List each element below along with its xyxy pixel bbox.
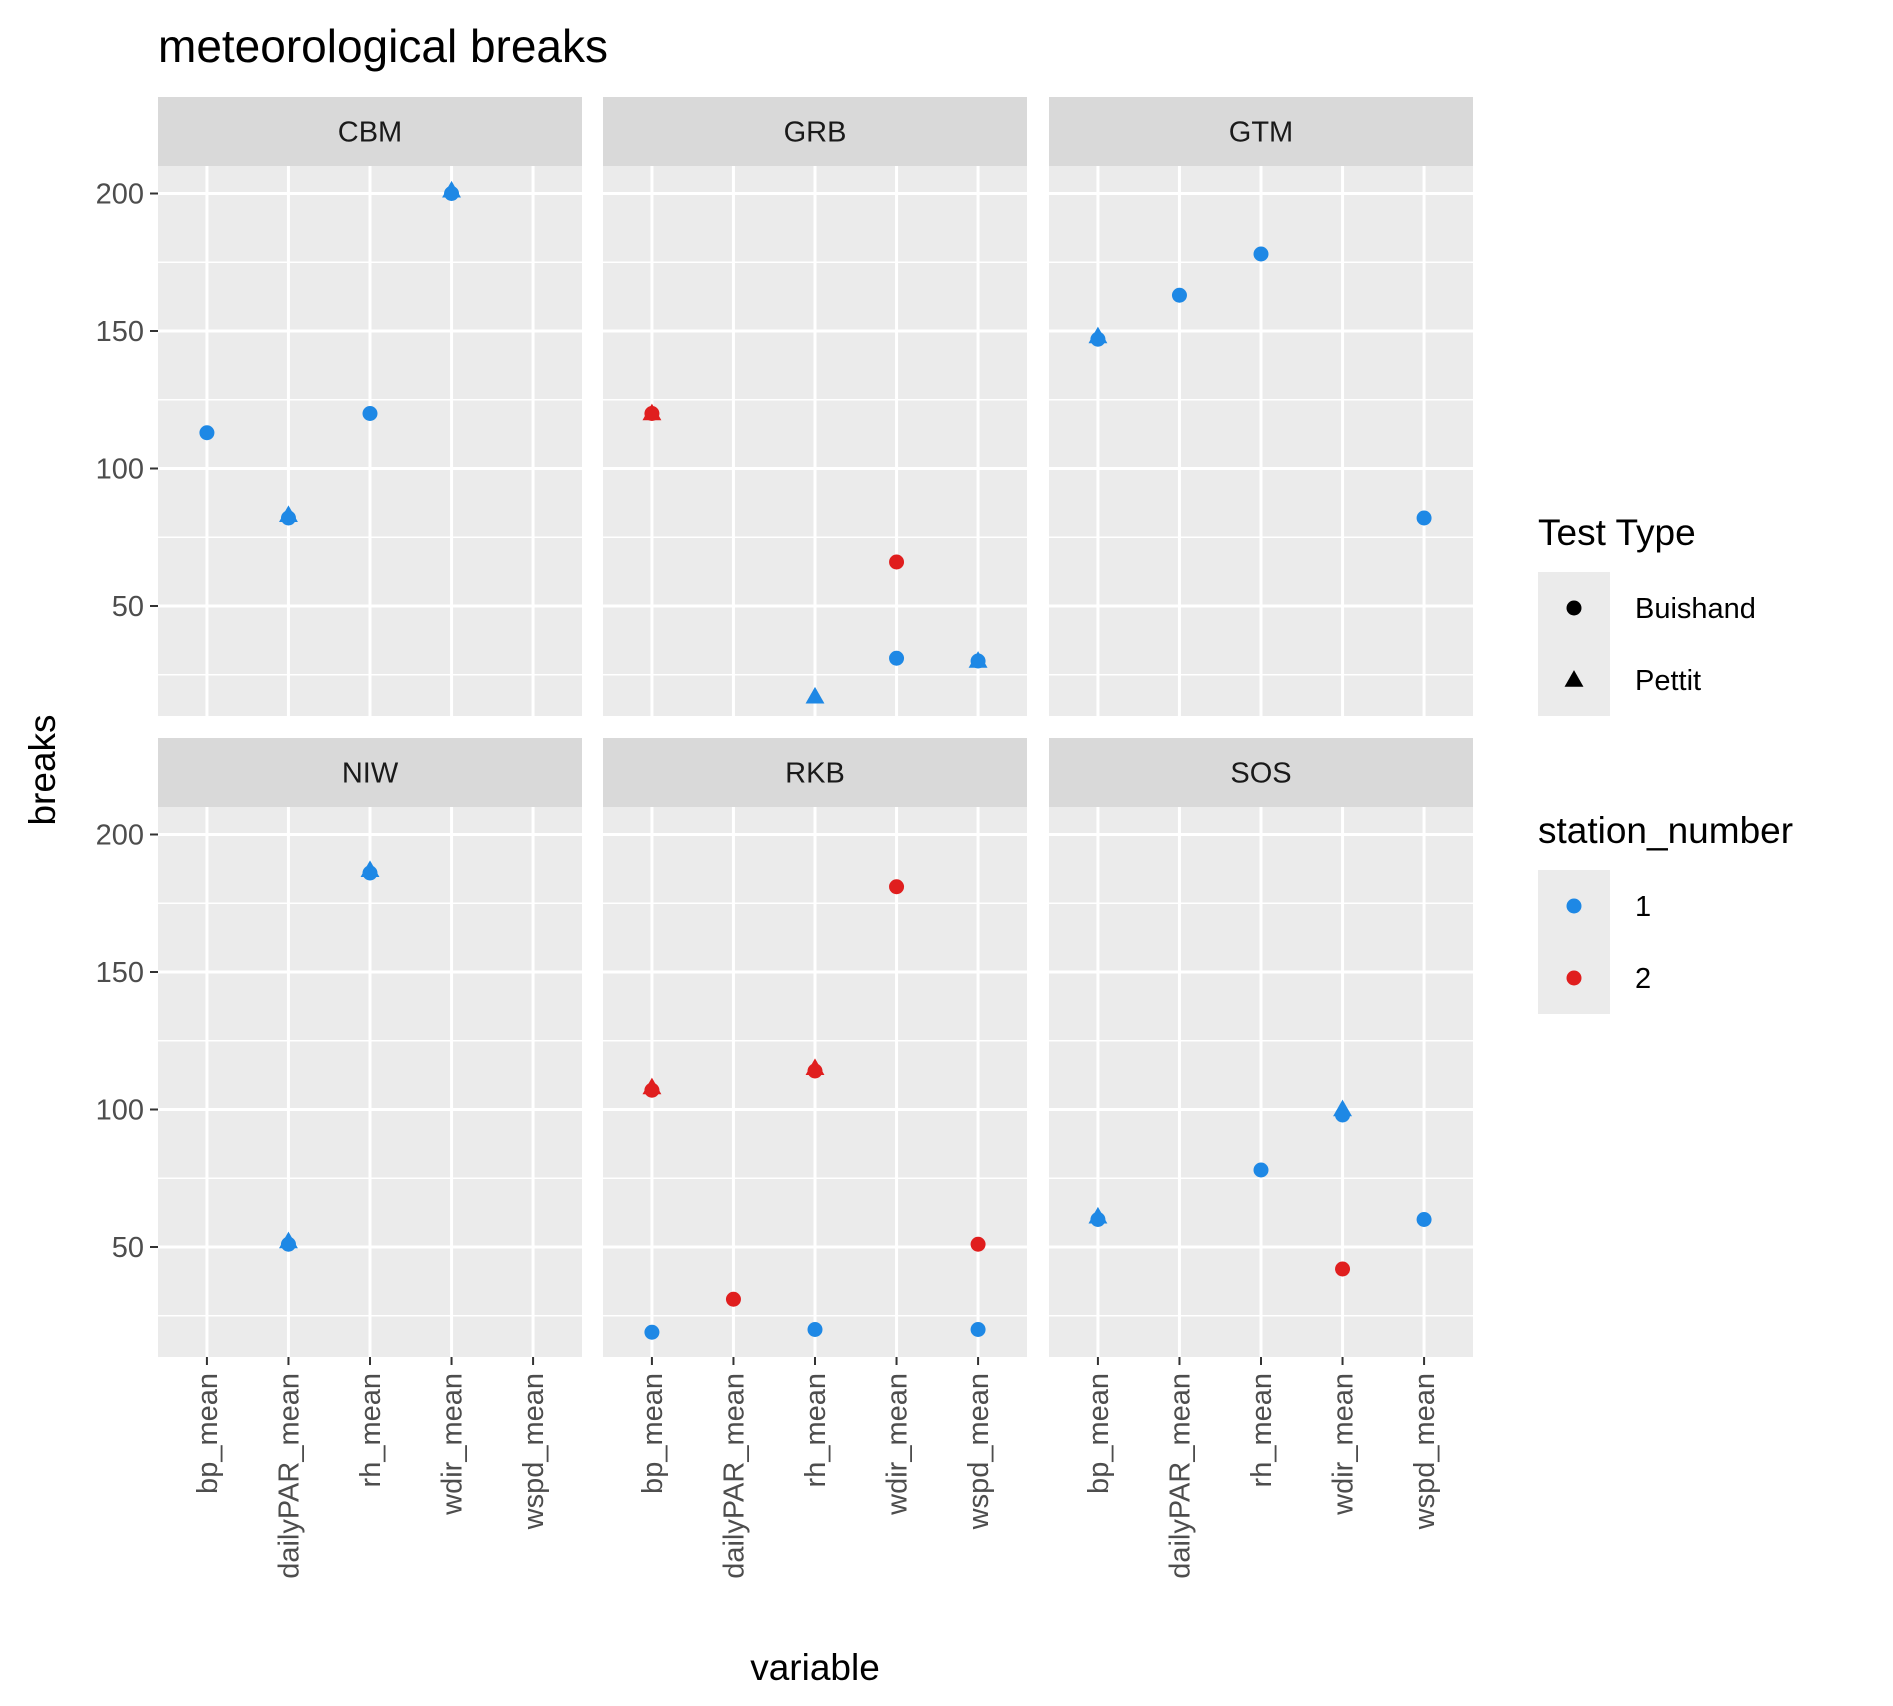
legend-title: station_number [1538, 810, 1793, 851]
legend-label: Buishand [1635, 593, 1756, 625]
facet-strip-label: RKB [785, 758, 845, 790]
x-tick-label: bp_mean [637, 1373, 669, 1494]
x-tick-label: dailyPAR_mean [273, 1373, 305, 1579]
y-tick-label: 150 [96, 316, 144, 348]
facet-panel-sos: SOS bp_mean dailyPAR_mean rh_mean wdir_mean w… [1049, 738, 1473, 1579]
data-point-triangle [805, 686, 825, 704]
data-point-circle [970, 1236, 986, 1252]
data-point-circle [889, 650, 905, 666]
data-point-circle [889, 879, 905, 895]
legend-label: 2 [1635, 963, 1651, 995]
facet-strip-label: NIW [342, 758, 399, 790]
data-point-triangle [1088, 326, 1108, 344]
x-axis-title: variable [750, 1647, 880, 1688]
data-point-circle [644, 1324, 660, 1340]
x-tick-label: rh_mean [1246, 1373, 1278, 1487]
y-tick-label: 50 [112, 591, 144, 623]
facet-strip [1049, 97, 1473, 166]
legend-label: Pettit [1635, 665, 1701, 697]
y-tick-label: 200 [96, 820, 144, 852]
facet-strip-label: CBM [338, 117, 402, 149]
facet-panels: CBM 50 100 150 200 GRB GTM NIW 50 100 150 200 bp_mea… [96, 97, 1473, 1579]
x-tick-label: bp_mean [192, 1373, 224, 1494]
data-point-triangle [642, 403, 662, 421]
data-point-triangle [805, 1058, 825, 1075]
x-tick-label: wdir_mean [1328, 1373, 1360, 1516]
legend-key-triangle [1564, 670, 1584, 687]
x-tick-label: wdir_mean [882, 1373, 914, 1516]
legend-test-type: Test Type Buishand Pettit [1538, 512, 1756, 716]
facet-strip [158, 97, 582, 166]
x-tick-label: wspd_mean [1409, 1373, 1441, 1530]
legend-station-number: station_number 1 2 [1538, 810, 1793, 1014]
data-point-circle [1171, 287, 1187, 303]
legend-key-color [1566, 970, 1582, 986]
facet-panel-grb: GRB [603, 97, 1027, 716]
data-point-triangle [442, 180, 461, 198]
data-point-circle [889, 554, 905, 570]
legends: Test Type Buishand Pettit station_number 1 2 [1538, 512, 1793, 1014]
data-point-circle [1253, 246, 1269, 262]
facet-strip-label: GTM [1229, 117, 1293, 149]
y-tick-label: 200 [96, 179, 144, 211]
data-point-circle [199, 425, 215, 441]
facet-panel-niw: NIW 50 100 150 200 bp_mean dailyPAR_mean rh_mea… [96, 738, 582, 1579]
data-point-triangle [279, 505, 298, 522]
facet-strip [1049, 738, 1473, 807]
legend-key-background [1538, 870, 1610, 1014]
facet-panel-gtm: GTM [1049, 97, 1473, 716]
y-axis-title: breaks [22, 714, 63, 825]
data-point-circle [970, 1322, 986, 1337]
x-tick-label: wspd_mean [518, 1373, 550, 1530]
legend-key-background [1538, 572, 1610, 716]
facet-panel-rkb: RKB bp_mean dailyPAR_mean rh_mean wdir_mean w… [603, 738, 1027, 1579]
facet-panel-cbm: CBM 50 100 150 200 [96, 97, 582, 716]
x-tick-label: dailyPAR_mean [718, 1373, 750, 1579]
data-point-triangle [642, 1077, 662, 1095]
data-point-circle [362, 406, 378, 421]
legend-title: Test Type [1538, 512, 1696, 553]
facet-strip [603, 97, 1027, 166]
y-tick-label: 100 [96, 1095, 144, 1127]
x-tick-label: wdir_mean [437, 1373, 469, 1516]
chart-title: meteorological breaks [158, 20, 608, 72]
legend-label: 1 [1635, 891, 1651, 923]
data-point-triangle [1088, 1206, 1108, 1224]
data-point-triangle [1333, 1099, 1352, 1117]
x-tick-label: bp_mean [1083, 1373, 1115, 1494]
legend-key-color [1566, 898, 1582, 914]
data-point-circle [725, 1291, 741, 1307]
facet-strip [603, 738, 1027, 807]
x-tick-label: rh_mean [800, 1373, 832, 1487]
facet-strip-label: GRB [784, 117, 847, 149]
data-point-circle [1253, 1162, 1269, 1178]
y-tick-label: 50 [112, 1232, 144, 1264]
legend-key-circle [1566, 600, 1582, 616]
data-point-circle [1416, 1212, 1432, 1227]
x-tick-label: dailyPAR_mean [1164, 1373, 1196, 1579]
data-point-triangle [968, 651, 988, 668]
data-point-circle [1335, 1261, 1351, 1277]
data-point-triangle [279, 1231, 298, 1249]
y-tick-label: 100 [96, 454, 144, 486]
x-tick-label: wspd_mean [963, 1373, 995, 1530]
data-point-circle [807, 1322, 823, 1337]
data-point-circle [1416, 510, 1432, 526]
x-tick-label: rh_mean [355, 1373, 387, 1487]
y-tick-label: 150 [96, 957, 144, 989]
data-point-triangle [360, 860, 380, 877]
facet-strip [158, 738, 582, 807]
facet-strip-label: SOS [1230, 758, 1291, 790]
